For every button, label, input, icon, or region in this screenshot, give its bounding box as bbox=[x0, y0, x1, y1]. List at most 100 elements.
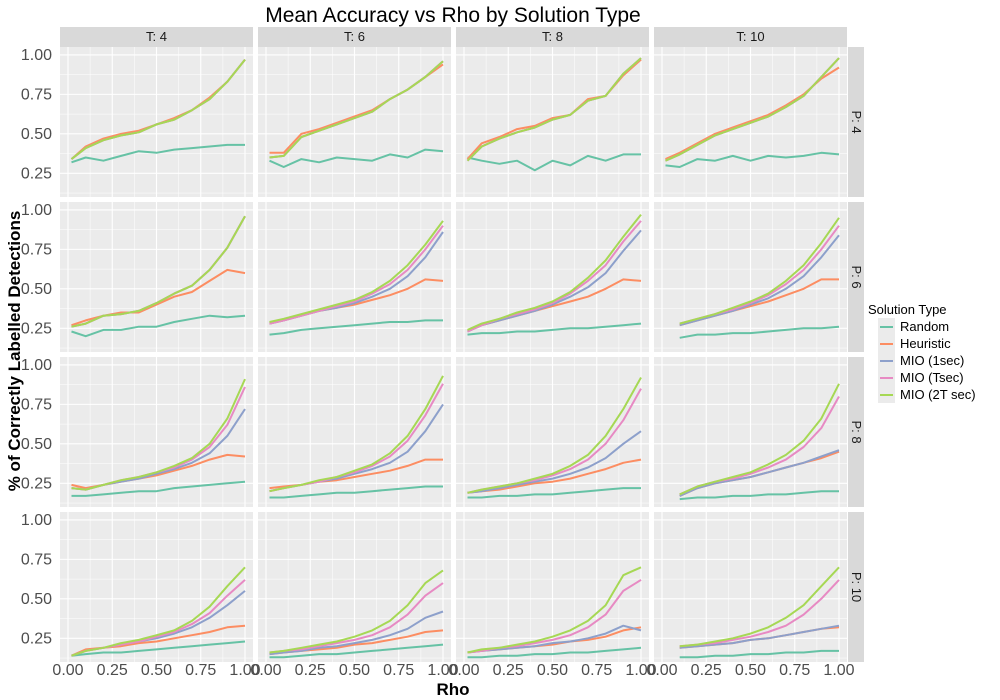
series-line bbox=[269, 610, 444, 656]
series-line bbox=[679, 383, 840, 496]
series-line bbox=[71, 314, 246, 338]
series-line bbox=[679, 217, 840, 325]
x-tick-label: 0.50 bbox=[537, 662, 568, 679]
x-axis-title: Rho bbox=[436, 680, 469, 699]
y-tick-label: 0.25 bbox=[21, 320, 52, 337]
x-tick-label: 1.00 bbox=[427, 662, 458, 679]
series-line bbox=[679, 449, 840, 497]
y-tick-label: 0.25 bbox=[21, 165, 52, 182]
series-line bbox=[679, 566, 840, 648]
legend-label: Random bbox=[900, 319, 949, 334]
series-line bbox=[269, 485, 443, 499]
series-line bbox=[71, 143, 245, 164]
series-line bbox=[269, 643, 444, 659]
series-line bbox=[269, 225, 444, 325]
series-line bbox=[71, 480, 246, 497]
series-line bbox=[679, 234, 840, 327]
series-line bbox=[467, 377, 642, 494]
series-line bbox=[467, 487, 641, 499]
y-tick-label: 1.00 bbox=[21, 512, 52, 529]
y-tick-label: 1.00 bbox=[21, 47, 52, 64]
x-tick-label: 0.75 bbox=[185, 662, 216, 679]
x-tick-label: 1.00 bbox=[823, 662, 854, 679]
x-tick-label: 1.00 bbox=[229, 662, 260, 679]
row-strip-label: P: 4 bbox=[849, 110, 864, 133]
series-line bbox=[269, 375, 444, 493]
row-strip-label: P: 8 bbox=[849, 420, 864, 443]
series-line bbox=[71, 640, 246, 657]
series-line bbox=[679, 649, 839, 659]
legend-label: MIO (Tsec) bbox=[900, 370, 964, 385]
chart-title: Mean Accuracy vs Rho by Solution Type bbox=[265, 4, 640, 27]
x-tick-label: 0.25 bbox=[97, 662, 128, 679]
x-tick-label: 0.00 bbox=[448, 662, 479, 679]
y-tick-label: 0.50 bbox=[21, 126, 52, 143]
legend: Solution Type Random Heuristic MIO (1sec) M… bbox=[868, 302, 976, 403]
series-line bbox=[679, 490, 839, 501]
y-tick-label: 0.75 bbox=[21, 86, 52, 103]
y-tick-label: 0.75 bbox=[21, 396, 52, 413]
x-tick-label: 1.00 bbox=[625, 662, 656, 679]
column-strip-label: T: 10 bbox=[736, 29, 764, 44]
series-line bbox=[71, 566, 246, 657]
x-tick-label: 0.00 bbox=[52, 662, 83, 679]
series-line bbox=[70, 58, 246, 160]
x-tick-label: 0.00 bbox=[250, 662, 281, 679]
x-tick-label: 0.25 bbox=[691, 662, 722, 679]
y-tick-label: 0.25 bbox=[21, 475, 52, 492]
row-strip-label: P: 10 bbox=[849, 572, 864, 602]
row-strip-label: P: 6 bbox=[849, 265, 864, 288]
x-tick-label: 0.50 bbox=[735, 662, 766, 679]
legend-label: MIO (1sec) bbox=[900, 353, 964, 368]
series-line bbox=[467, 646, 642, 659]
facet-panels: T: 4 T: 6 T: 8 T: 10P: 4P: 6P: 8P: 100.250.… bbox=[21, 27, 864, 679]
series-line bbox=[269, 582, 444, 654]
series-line bbox=[467, 229, 642, 333]
series-line bbox=[467, 624, 642, 654]
y-tick-label: 0.75 bbox=[21, 241, 52, 258]
column-strip-label: T: 4 bbox=[146, 29, 167, 44]
series-line bbox=[269, 569, 444, 654]
y-tick-label: 1.00 bbox=[21, 357, 52, 374]
x-tick-label: 0.75 bbox=[581, 662, 612, 679]
y-tick-label: 0.50 bbox=[21, 436, 52, 453]
column-strip bbox=[456, 27, 649, 47]
legend-label: MIO (2T sec) bbox=[900, 387, 976, 402]
row-strip bbox=[848, 202, 864, 352]
y-axis-title: % of Correctly Labelled Detections bbox=[5, 211, 24, 492]
x-tick-label: 0.50 bbox=[141, 662, 172, 679]
series-line bbox=[467, 153, 641, 172]
y-tick-label: 0.50 bbox=[21, 281, 52, 298]
series-line bbox=[71, 378, 246, 491]
x-tick-label: 0.75 bbox=[383, 662, 414, 679]
column-strip-label: T: 8 bbox=[542, 29, 563, 44]
x-tick-label: 0.25 bbox=[493, 662, 524, 679]
series-line bbox=[269, 319, 443, 336]
column-strip bbox=[258, 27, 451, 47]
x-tick-label: 0.75 bbox=[779, 662, 810, 679]
series-line bbox=[269, 60, 444, 159]
column-strip-label: T: 6 bbox=[344, 29, 365, 44]
series-line bbox=[679, 325, 840, 339]
series-line bbox=[269, 148, 444, 168]
column-strip bbox=[60, 27, 253, 47]
series-line bbox=[467, 430, 642, 494]
x-tick-label: 0.50 bbox=[339, 662, 370, 679]
column-strip bbox=[654, 27, 847, 47]
series-line bbox=[467, 213, 642, 331]
series-line bbox=[467, 322, 642, 336]
y-tick-label: 1.00 bbox=[21, 202, 52, 219]
legend-title: Solution Type bbox=[868, 302, 947, 317]
series-line bbox=[665, 151, 840, 168]
y-tick-label: 0.25 bbox=[21, 630, 52, 647]
row-strip bbox=[848, 47, 864, 197]
series-line bbox=[466, 57, 642, 162]
series-line bbox=[71, 215, 246, 328]
series-line bbox=[679, 624, 840, 649]
series-line bbox=[269, 220, 444, 323]
y-tick-label: 0.75 bbox=[21, 551, 52, 568]
series-line bbox=[665, 57, 840, 162]
x-tick-label: 0.00 bbox=[646, 662, 677, 679]
legend-label: Heuristic bbox=[900, 336, 951, 351]
